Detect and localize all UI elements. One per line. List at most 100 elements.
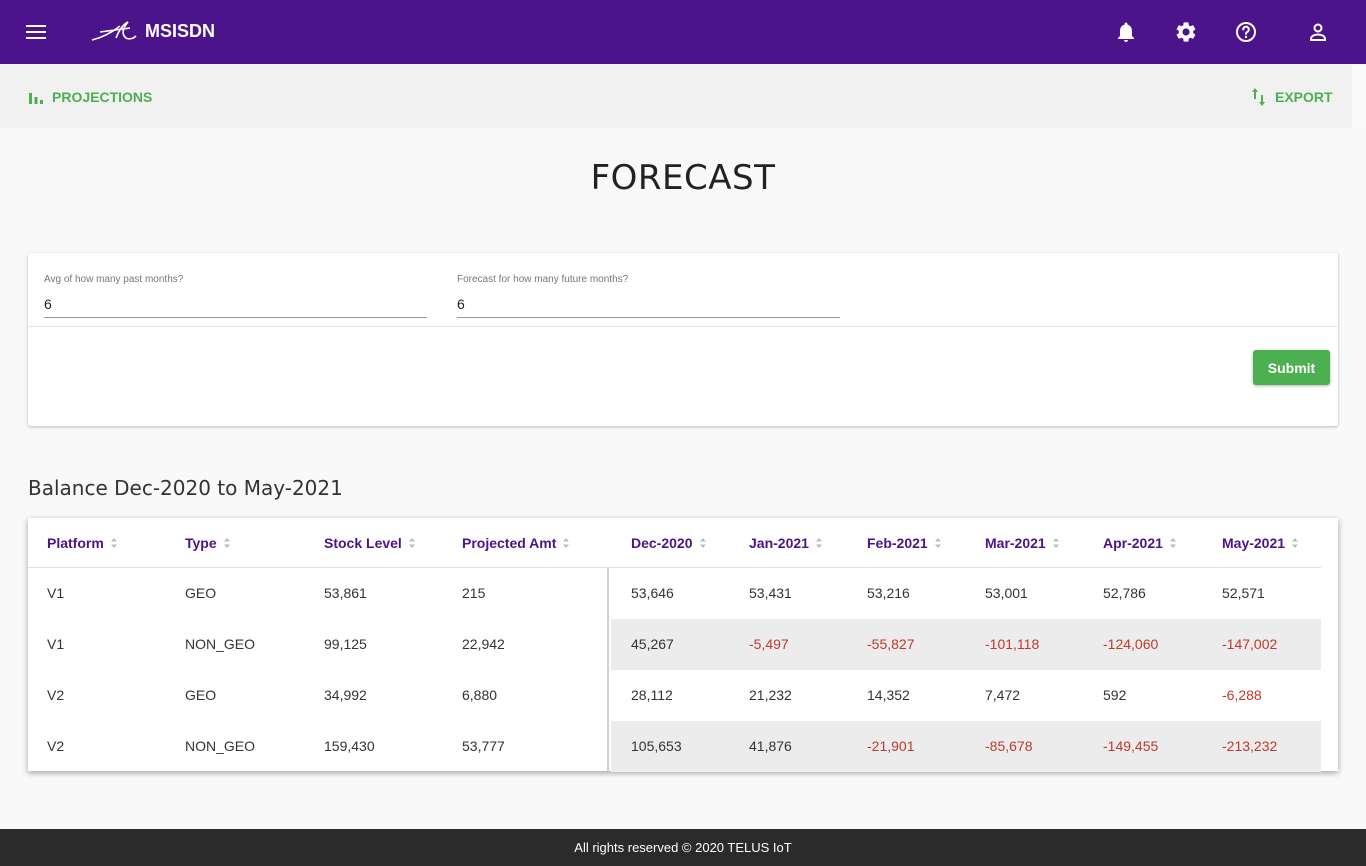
- forecast-form: Avg of how many past months? Forecast fo…: [28, 253, 1338, 426]
- table-cell: 52,786: [1103, 585, 1146, 601]
- table-cell: 53,646: [631, 585, 674, 601]
- column-header[interactable]: May-2021: [1222, 535, 1299, 551]
- past-months-label: Avg of how many past months?: [44, 274, 184, 285]
- table-cell: 28,112: [631, 687, 673, 703]
- column-header-label: Platform: [47, 535, 104, 551]
- table-cell: -124,060: [1103, 636, 1159, 652]
- past-months-input[interactable]: [44, 291, 427, 318]
- gear-icon[interactable]: [1174, 20, 1198, 44]
- table-cell: 52,571: [1222, 585, 1265, 601]
- balance-table: Platform Type Stock Level Projected Amt Dec-…: [28, 518, 1338, 772]
- scroll-gutter: [1352, 64, 1366, 128]
- table-cell: NON_GEO: [185, 738, 256, 754]
- table-cell: -21,901: [867, 738, 915, 754]
- table-cell: 14,352: [867, 687, 910, 703]
- table-cell: 34,992: [324, 687, 367, 703]
- table-row: V2 GEO 34,992 6,880 28,112 21,232 14,352 7,472 5…: [28, 670, 1321, 721]
- table-cell: 53,861: [324, 585, 367, 601]
- card-divider: [28, 326, 1338, 327]
- row-shade: [611, 721, 1321, 772]
- sort-icon: [110, 538, 117, 548]
- swap-vertical-icon: [1252, 88, 1265, 106]
- sort-icon: [223, 538, 230, 548]
- fixed-column-divider: [607, 568, 609, 771]
- column-header[interactable]: Feb-2021: [867, 535, 942, 551]
- table-cell: V2: [47, 687, 65, 703]
- column-header-label: Jan-2021: [749, 535, 809, 551]
- page-title: FORECAST: [590, 158, 776, 198]
- footer: All rights reserved © 2020 TELUS IoT: [0, 829, 1366, 866]
- table-cell: -5,497: [749, 636, 789, 652]
- projections-button[interactable]: PROJECTIONS: [28, 86, 152, 108]
- table-cell: 53,431: [749, 585, 792, 601]
- table-cell: 21,232: [749, 687, 792, 703]
- table-cell: -213,232: [1222, 738, 1278, 754]
- table-cell: 53,777: [462, 738, 505, 754]
- table-cell: 215: [462, 585, 486, 601]
- sort-icon: [1052, 538, 1059, 548]
- future-months-field: Forecast for how many future months?: [457, 269, 840, 318]
- column-header-label: Apr-2021: [1103, 535, 1163, 551]
- footer-text: All rights reserved © 2020 TELUS IoT: [574, 840, 792, 855]
- bell-icon[interactable]: [1114, 20, 1138, 44]
- row-shade: [611, 619, 1321, 670]
- table-title: Balance Dec-2020 to May-2021: [28, 476, 343, 500]
- column-header[interactable]: Stock Level: [324, 535, 416, 551]
- projections-label: PROJECTIONS: [52, 89, 153, 105]
- table-cell: -85,678: [985, 738, 1033, 754]
- column-header-label: Feb-2021: [867, 535, 928, 551]
- table-row: V2 NON_GEO 159,430 53,777 105,653 41,876 -21,9…: [28, 721, 1321, 772]
- help-icon[interactable]: [1234, 20, 1258, 44]
- column-header[interactable]: Type: [185, 535, 231, 551]
- export-label: EXPORT: [1275, 89, 1333, 105]
- table-cell: 592: [1103, 687, 1127, 703]
- table-cell: -147,002: [1222, 636, 1278, 652]
- sort-icon: [1169, 538, 1176, 548]
- table-cell: 53,216: [867, 585, 910, 601]
- column-header[interactable]: Jan-2021: [749, 535, 823, 551]
- column-header[interactable]: Apr-2021: [1103, 535, 1177, 551]
- table-cell: 105,653: [631, 738, 682, 754]
- column-header-label: Projected Amt: [462, 535, 557, 551]
- future-months-label: Forecast for how many future months?: [457, 274, 629, 285]
- table-cell: 159,430: [324, 738, 375, 754]
- table-cell: V1: [47, 585, 65, 601]
- sort-icon: [934, 538, 941, 548]
- table-row: V1 GEO 53,861 215 53,646 53,431 53,216 53,001 52…: [28, 568, 1321, 619]
- table-cell: -6,288: [1222, 687, 1262, 703]
- sort-icon: [408, 538, 415, 548]
- column-header[interactable]: Platform: [47, 535, 118, 551]
- column-header-label: Stock Level: [324, 535, 402, 551]
- table-header: Platform Type Stock Level Projected Amt Dec-…: [28, 518, 1321, 568]
- table-cell: -149,455: [1103, 738, 1159, 754]
- table-cell: 99,125: [324, 636, 367, 652]
- future-months-input[interactable]: [457, 291, 840, 318]
- sort-icon: [699, 538, 706, 548]
- column-header[interactable]: Mar-2021: [985, 535, 1060, 551]
- table-row: V1 NON_GEO 99,125 22,942 45,267 -5,497 -55,827…: [28, 619, 1321, 670]
- column-header-label: Type: [185, 535, 217, 551]
- submit-button[interactable]: Submit: [1253, 350, 1330, 385]
- table-cell: V2: [47, 738, 65, 754]
- column-header[interactable]: Projected Amt: [462, 535, 570, 551]
- column-header-label: May-2021: [1222, 535, 1286, 551]
- table-cell: -101,118: [985, 636, 1040, 652]
- bar-chart-icon: [29, 93, 43, 104]
- sort-icon: [815, 538, 822, 548]
- table-cell: 6,880: [462, 687, 498, 703]
- table-cell: V1: [47, 636, 65, 652]
- app-title: MSISDN: [145, 21, 216, 41]
- table-cell: 53,001: [985, 585, 1028, 601]
- user-icon[interactable]: [1306, 20, 1330, 44]
- export-button[interactable]: EXPORT: [1251, 86, 1333, 108]
- table-cell: 7,472: [985, 687, 1021, 703]
- table-cell: GEO: [185, 687, 217, 703]
- menu-icon[interactable]: [26, 22, 46, 42]
- column-header[interactable]: Dec-2020: [631, 535, 707, 551]
- table-cell: GEO: [185, 585, 217, 601]
- table-cell: -55,827: [867, 636, 915, 652]
- logo-icon: [90, 18, 138, 46]
- sort-icon: [563, 538, 570, 548]
- table-cell: NON_GEO: [185, 636, 256, 652]
- column-header-label: Mar-2021: [985, 535, 1046, 551]
